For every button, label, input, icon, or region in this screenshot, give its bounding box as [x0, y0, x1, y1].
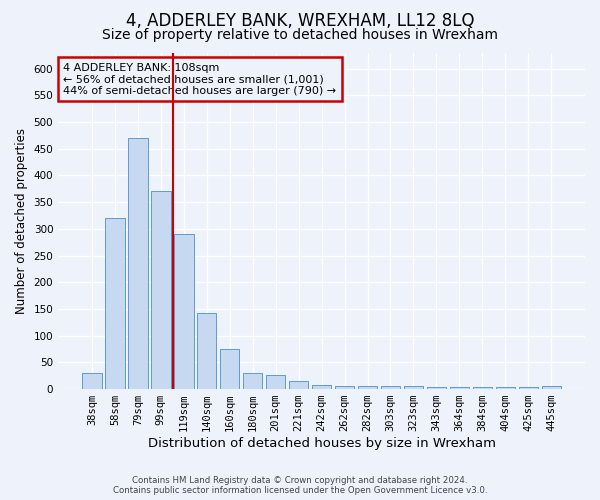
- Text: 4 ADDERLEY BANK: 108sqm
← 56% of detached houses are smaller (1,001)
44% of semi: 4 ADDERLEY BANK: 108sqm ← 56% of detache…: [64, 62, 337, 96]
- Bar: [243, 373, 262, 389]
- Bar: [174, 234, 194, 389]
- Text: Contains HM Land Registry data © Crown copyright and database right 2024.
Contai: Contains HM Land Registry data © Crown c…: [113, 476, 487, 495]
- Y-axis label: Number of detached properties: Number of detached properties: [15, 128, 28, 314]
- Bar: [496, 387, 515, 389]
- Bar: [266, 374, 286, 389]
- Bar: [381, 386, 400, 389]
- Bar: [312, 386, 331, 389]
- Bar: [151, 192, 170, 389]
- Bar: [289, 381, 308, 389]
- Bar: [82, 373, 101, 389]
- Bar: [128, 138, 148, 389]
- Bar: [358, 386, 377, 389]
- X-axis label: Distribution of detached houses by size in Wrexham: Distribution of detached houses by size …: [148, 437, 496, 450]
- Bar: [427, 387, 446, 389]
- Bar: [197, 312, 217, 389]
- Text: 4, ADDERLEY BANK, WREXHAM, LL12 8LQ: 4, ADDERLEY BANK, WREXHAM, LL12 8LQ: [126, 12, 474, 30]
- Text: Size of property relative to detached houses in Wrexham: Size of property relative to detached ho…: [102, 28, 498, 42]
- Bar: [404, 386, 423, 389]
- Bar: [449, 387, 469, 389]
- Bar: [542, 386, 561, 389]
- Bar: [220, 349, 239, 389]
- Bar: [518, 387, 538, 389]
- Bar: [335, 386, 355, 389]
- Bar: [105, 218, 125, 389]
- Bar: [473, 387, 492, 389]
